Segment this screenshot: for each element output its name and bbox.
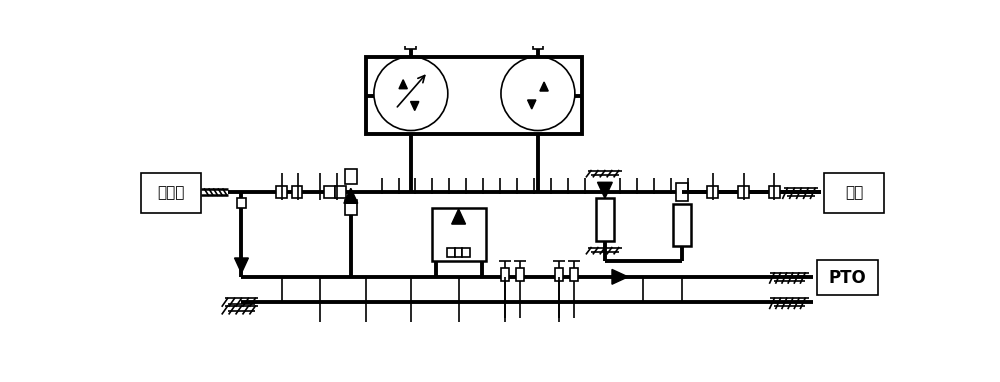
Text: 车桥: 车桥: [845, 185, 864, 201]
Text: PTO: PTO: [829, 269, 866, 286]
Bar: [276, 186, 287, 198]
Bar: [345, 169, 357, 185]
Bar: [432, 207, 486, 261]
Bar: [345, 200, 357, 215]
Polygon shape: [528, 100, 536, 109]
Bar: [447, 248, 455, 257]
Bar: [516, 268, 524, 282]
Bar: [570, 268, 578, 282]
Bar: [817, 260, 878, 295]
Polygon shape: [344, 188, 358, 203]
Bar: [533, 38, 543, 49]
Polygon shape: [612, 269, 628, 284]
Polygon shape: [411, 102, 419, 110]
Bar: [335, 186, 346, 198]
Bar: [462, 248, 470, 257]
Polygon shape: [452, 209, 466, 224]
Polygon shape: [399, 80, 407, 89]
Bar: [292, 186, 302, 198]
Bar: [769, 186, 780, 198]
Bar: [324, 186, 335, 198]
Bar: [141, 173, 201, 213]
Bar: [237, 198, 246, 207]
Bar: [596, 198, 614, 241]
Bar: [824, 173, 884, 213]
Polygon shape: [235, 258, 248, 273]
Bar: [455, 248, 462, 257]
Bar: [555, 268, 563, 282]
Bar: [366, 57, 582, 134]
Bar: [707, 186, 718, 198]
Bar: [673, 204, 691, 246]
Bar: [676, 183, 688, 201]
Bar: [501, 268, 509, 282]
Bar: [405, 38, 416, 49]
Text: 发动机: 发动机: [158, 185, 185, 201]
Polygon shape: [598, 182, 612, 198]
Polygon shape: [540, 82, 548, 91]
Bar: [738, 186, 749, 198]
